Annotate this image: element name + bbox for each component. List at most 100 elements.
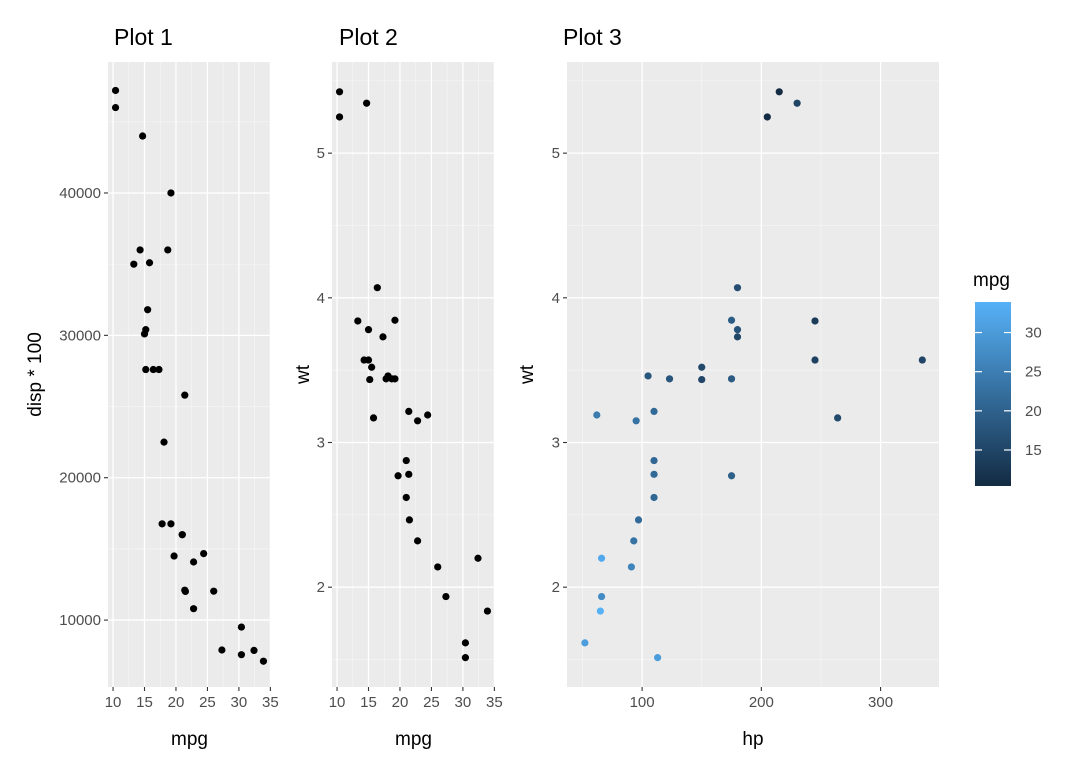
plot-1: Plot 1 10 15 20 25 30 3510000200003000040000 … <box>25 24 279 750</box>
data-point <box>139 132 147 140</box>
data-point <box>335 88 344 96</box>
data-point <box>354 317 362 325</box>
x-tick-label: 300 <box>868 694 893 711</box>
data-point <box>442 592 450 601</box>
data-point <box>698 363 706 371</box>
data-point <box>364 356 373 364</box>
data-point <box>189 605 198 613</box>
data-point <box>665 375 674 383</box>
legend-title: mpg <box>973 270 1010 291</box>
x-tick-label: 10 <box>105 694 122 711</box>
data-point <box>775 88 783 96</box>
data-point <box>434 563 442 571</box>
data-point <box>918 356 926 364</box>
x-tick-label: 30 <box>231 694 248 711</box>
data-point <box>250 646 258 655</box>
x-tick-label: 10 <box>329 694 346 711</box>
data-point <box>405 516 414 524</box>
plot-1-ylabel: disp * 100 <box>25 332 46 417</box>
data-point <box>811 317 819 325</box>
data-point <box>627 563 635 571</box>
data-point <box>149 365 157 374</box>
data-point <box>167 189 175 197</box>
plot-3-ylabel: wt <box>517 364 538 385</box>
data-point <box>181 587 190 596</box>
data-point <box>111 86 120 95</box>
plot-3-panel <box>567 62 939 687</box>
legend-tick-label: 30 <box>1025 325 1042 342</box>
data-point <box>363 99 371 107</box>
data-point <box>155 365 163 374</box>
plot-2-ticks: 10 15 20 25 30 35 2 3 4 5 <box>317 145 503 711</box>
data-point <box>597 554 606 562</box>
data-point <box>178 531 186 539</box>
data-point <box>596 607 604 615</box>
data-point <box>654 654 662 662</box>
plot-3: Plot 3 100 200 300 2 3 4 5 hp wt <box>517 24 939 750</box>
data-point <box>237 623 246 631</box>
plot-2-points <box>335 88 492 662</box>
plot-3-grid <box>567 62 939 687</box>
data-point <box>644 372 652 380</box>
data-point <box>597 592 606 601</box>
data-point <box>461 639 470 647</box>
data-point <box>158 520 166 528</box>
data-point <box>259 657 268 665</box>
x-tick-label: 35 <box>262 694 279 711</box>
x-tick-label: 100 <box>630 694 655 711</box>
x-tick-label: 25 <box>423 694 440 711</box>
data-point <box>181 391 189 399</box>
plot-3-xlabel: hp <box>742 729 763 750</box>
data-point <box>200 550 208 558</box>
data-point <box>164 246 172 254</box>
data-point <box>483 607 492 615</box>
data-point <box>382 375 390 383</box>
data-point <box>593 411 601 419</box>
data-point <box>364 326 373 334</box>
y-tick-label: 20000 <box>59 470 101 487</box>
data-point <box>218 646 226 654</box>
data-point <box>733 326 742 334</box>
data-point <box>424 411 432 419</box>
data-point <box>811 356 819 364</box>
data-point <box>727 316 736 324</box>
plot-1-title: Plot 1 <box>114 24 173 50</box>
x-tick-label: 20 <box>168 694 185 711</box>
legend-ticks: 15 20 25 30 <box>975 325 1042 459</box>
data-point <box>413 537 422 545</box>
data-point <box>733 284 742 292</box>
mpg-legend: mpg 15 20 25 30 <box>973 270 1042 486</box>
y-tick-label: 10000 <box>59 612 101 629</box>
data-point <box>461 654 470 662</box>
x-tick-label: 20 <box>392 694 409 711</box>
plot-2-xlabel: mpg <box>395 729 432 750</box>
y-tick-label: 5 <box>552 145 560 162</box>
plot-3-points <box>581 88 926 662</box>
data-point <box>698 375 706 384</box>
x-tick-label: 35 <box>486 694 503 711</box>
plot-3-ticks: 100 200 300 2 3 4 5 <box>552 145 893 711</box>
y-tick-label: 5 <box>317 145 325 162</box>
data-point <box>394 472 402 480</box>
data-point <box>130 260 138 268</box>
plot-1-panel <box>108 62 271 687</box>
data-point <box>630 537 638 545</box>
data-point <box>167 520 175 528</box>
plot-2-ylabel: wt <box>293 364 314 385</box>
legend-tick-label: 25 <box>1025 364 1042 381</box>
data-point <box>136 246 144 254</box>
data-point <box>142 365 150 374</box>
plot-1-ticks: 10 15 20 25 30 35 10000 20000 30000 40000 <box>59 185 278 711</box>
plot-2: Plot 2 10 15 20 25 30 35 2 3 4 5 mpg wt <box>293 24 503 750</box>
data-point <box>405 407 413 415</box>
legend-colorbar <box>975 302 1011 486</box>
data-point <box>834 414 842 422</box>
data-point <box>366 375 374 384</box>
plot-2-grid <box>332 62 496 687</box>
data-point <box>733 333 742 341</box>
data-point <box>581 639 589 647</box>
data-point <box>237 651 246 659</box>
data-point <box>368 363 376 371</box>
data-point <box>650 470 658 478</box>
